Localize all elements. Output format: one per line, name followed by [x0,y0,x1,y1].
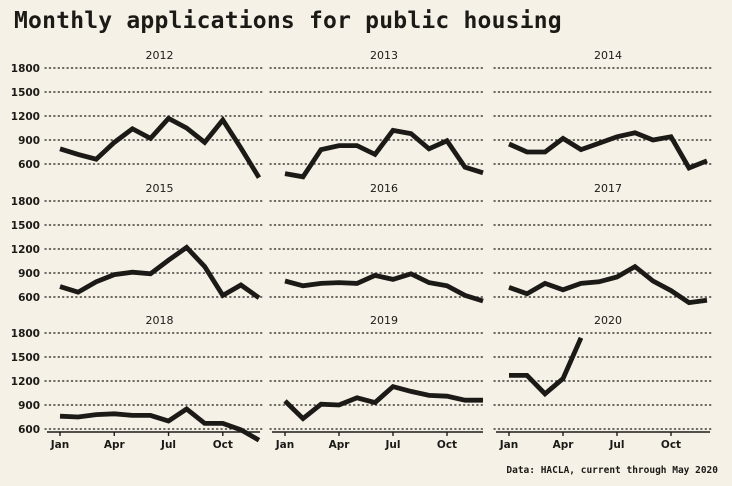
y-tick-label-2015-1500: 1500 [11,220,40,232]
panel-title-2018: 2018 [146,314,174,327]
y-tick-label-2018-1800: 1800 [11,328,40,340]
y-tick-label-2018-900: 900 [18,400,40,412]
y-tick-label-2018-600: 600 [18,424,40,436]
panel-title-2016: 2016 [370,182,398,195]
panel-title-2013: 2013 [370,49,398,62]
series-line-2017 [508,263,708,306]
x-tick-label-3-Apr: Apr [553,439,575,451]
series-line-2020 [509,336,584,398]
y-tick-label-2018-1500: 1500 [11,352,40,364]
y-tick-label-2015-900: 900 [18,268,40,280]
series-line-2012 [59,115,262,179]
x-tick-label-2-Oct: Oct [437,439,457,451]
panel-title-2020: 2020 [594,314,622,327]
series-line-2015 [59,244,261,300]
chart-title: Monthly applications for public housing [14,8,562,34]
x-tick-label-1-Jul: Jul [160,439,176,451]
panel-title-2012: 2012 [146,49,174,62]
source-note: Data: HACLA, current through May 2020 [506,465,718,476]
series-line-2018 [59,406,261,443]
x-tick-label-3-Oct: Oct [661,439,681,451]
y-tick-label-2015-1800: 1800 [11,196,40,208]
x-tick-label-3-Jul: Jul [609,439,625,451]
panel-title-2014: 2014 [594,49,622,62]
y-tick-label-2012-1200: 1200 [11,111,40,123]
x-tick-label-3-Jan: Jan [499,439,518,451]
x-tick-label-2-Jan: Jan [275,439,294,451]
series-line-2019 [283,383,483,422]
y-tick-label-2015-1200: 1200 [11,244,40,256]
y-tick-label-2018-1200: 1200 [11,376,40,388]
x-tick-label-1-Apr: Apr [104,439,126,451]
y-tick-label-2012-600: 600 [18,159,40,171]
series-line-2016 [284,271,484,304]
panel-title-2015: 2015 [146,182,174,195]
x-tick-label-2-Jul: Jul [385,439,401,451]
x-tick-label-1-Jan: Jan [50,439,69,451]
series-line-2014 [508,130,708,172]
y-tick-label-2012-1500: 1500 [11,87,40,99]
x-tick-label-2-Apr: Apr [329,439,351,451]
y-tick-label-2012-900: 900 [18,135,40,147]
panel-title-2017: 2017 [594,182,622,195]
x-tick-label-1-Oct: Oct [213,439,233,451]
y-tick-label-2012-1800: 1800 [11,63,40,75]
y-tick-label-2015-600: 600 [18,292,40,304]
series-line-2013 [284,127,484,180]
panel-title-2019: 2019 [370,314,398,327]
